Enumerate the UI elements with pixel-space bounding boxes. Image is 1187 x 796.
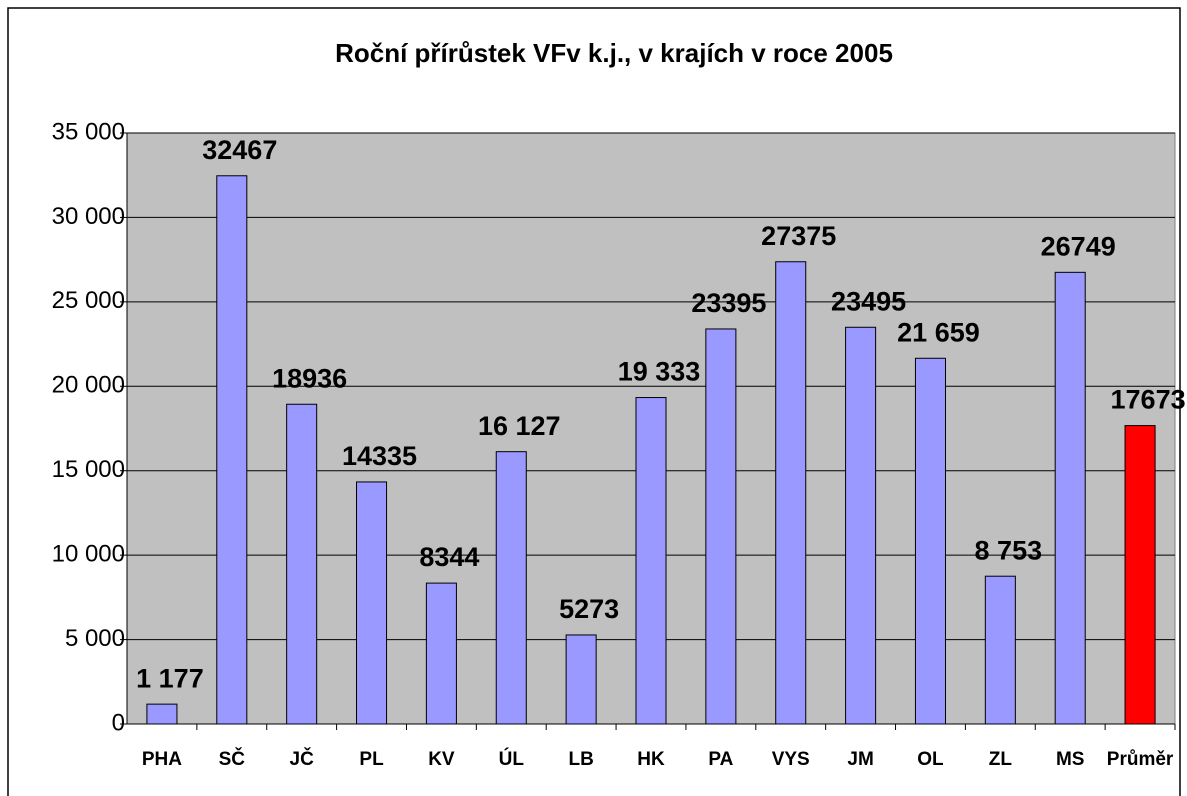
value-label: 19 333 <box>618 357 701 387</box>
x-tick-label: PL <box>359 749 384 770</box>
x-tick-label: JČ <box>290 748 315 770</box>
x-tick-label: LB <box>568 749 593 770</box>
bar <box>984 575 1016 725</box>
bar <box>146 703 178 725</box>
x-tick-label: PHA <box>142 749 182 770</box>
y-tick-label: 30 000 <box>52 203 125 230</box>
x-tick-label: MS <box>1056 749 1085 770</box>
x-tick-label: PA <box>708 749 733 770</box>
bar <box>565 634 597 725</box>
value-label: 21 659 <box>897 317 980 347</box>
x-tick-label: HK <box>637 749 665 770</box>
value-label: 8344 <box>419 542 479 572</box>
value-label: 32467 <box>202 135 277 165</box>
bar <box>356 481 388 725</box>
value-label: 17673 <box>1111 385 1186 415</box>
y-tick-label: 25 000 <box>52 287 125 314</box>
value-label: 16 127 <box>478 411 561 441</box>
x-tick-label: SČ <box>219 748 246 770</box>
y-tick-label: 20 000 <box>52 372 125 399</box>
x-tick-label: OL <box>917 749 944 770</box>
y-tick-label: 35 000 <box>52 118 125 145</box>
x-tick-label: ZL <box>989 749 1013 770</box>
value-label: 23495 <box>831 286 906 316</box>
value-label: 27375 <box>761 221 836 251</box>
x-tick-label: JM <box>847 749 873 770</box>
bar <box>775 261 807 725</box>
bar <box>914 357 946 725</box>
bar <box>286 403 318 725</box>
bar <box>1054 271 1086 725</box>
bar <box>425 582 457 725</box>
bar <box>635 397 667 725</box>
y-tick-label: 10 000 <box>52 540 125 567</box>
y-tick-label: 5 000 <box>65 625 125 652</box>
x-tick-label: Průměr <box>1107 749 1174 770</box>
value-label: 26749 <box>1041 231 1116 261</box>
bar <box>1124 425 1156 725</box>
value-label: 1 177 <box>136 663 204 693</box>
value-label: 8 753 <box>975 535 1043 565</box>
x-tick-label: VYS <box>772 749 810 770</box>
x-tick-label: ÚL <box>499 748 525 770</box>
bar <box>845 326 877 725</box>
value-label: 23395 <box>691 288 766 318</box>
bar <box>216 175 248 725</box>
bar <box>495 451 527 725</box>
x-tick-label: KV <box>428 749 455 770</box>
chart-title: Roční přírůstek VFv k.j., v krajích v ro… <box>335 38 893 68</box>
value-label: 14335 <box>342 441 417 471</box>
bar <box>705 328 737 725</box>
y-tick-label: 15 000 <box>52 456 125 483</box>
y-tick-label: 0 <box>112 709 125 736</box>
value-label: 18936 <box>272 363 347 393</box>
value-label: 5273 <box>559 594 619 624</box>
